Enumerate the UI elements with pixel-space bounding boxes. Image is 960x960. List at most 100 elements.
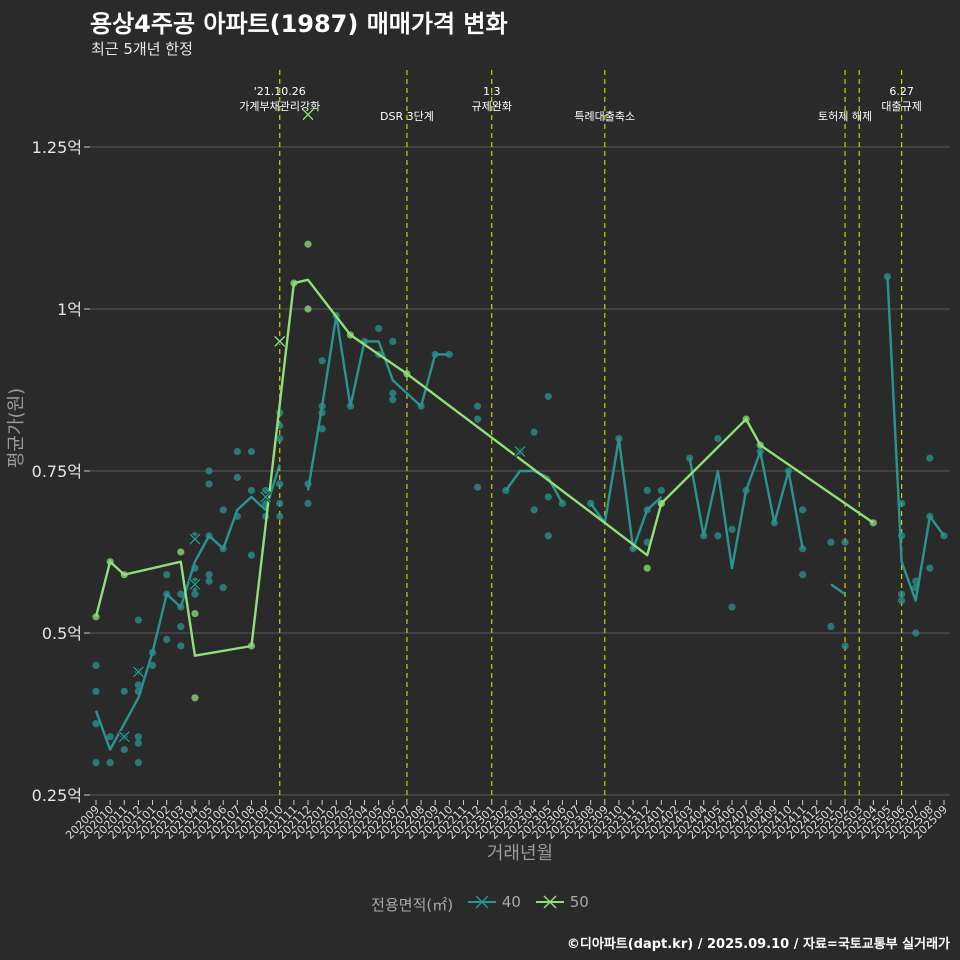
legend-title: 전용면적(㎡)	[371, 896, 454, 914]
data-point-40	[191, 590, 199, 598]
event-label: 규제완화	[471, 100, 511, 113]
data-point-40	[92, 661, 100, 670]
data-point-40	[177, 622, 185, 631]
event-label: 대출규제	[881, 100, 921, 113]
cancelled-marker-50	[301, 108, 315, 121]
data-point-40	[544, 392, 552, 401]
legend-label-40: 40	[501, 893, 521, 911]
data-point-40	[92, 759, 100, 767]
data-point-50	[191, 609, 199, 618]
data-point-40	[530, 428, 538, 436]
data-point-40	[799, 506, 807, 514]
event-label: '21.10.26	[254, 85, 306, 98]
chart-caption: ©디아파트(dapt.kr) / 2025.09.10 / 자료=국토교통부 실…	[566, 937, 950, 952]
y-axis: 0.25억 0.5억 0.75억 1억 1.25억	[32, 138, 90, 805]
data-point-40	[445, 350, 453, 358]
series-line-40	[589, 437, 663, 550]
series-line-40	[830, 583, 846, 596]
chart-subtitle: 최근 5개년 한정	[91, 40, 193, 58]
data-point-40	[799, 571, 807, 579]
legend: 전용면적(㎡) 40 50	[0, 893, 960, 915]
data-point-40	[148, 661, 157, 670]
data-point-40	[389, 389, 397, 397]
data-point-40	[657, 486, 665, 495]
cancelled-marker-50	[273, 335, 286, 348]
data-point-40	[714, 532, 722, 540]
data-point-40	[912, 629, 920, 637]
data-point-40	[375, 324, 383, 333]
data-point-40	[276, 512, 284, 520]
data-point-40	[205, 480, 213, 488]
price-chart: 0.25억 0.5억 0.75억 1억 1.25억 202009202010202011…	[6, 70, 950, 864]
data-point-40	[219, 506, 227, 514]
y-tick-label: 0.5억	[42, 624, 82, 643]
data-point-40	[276, 480, 284, 488]
event-label: 토허제 해제	[818, 109, 872, 123]
data-point-40	[530, 506, 538, 514]
y-tick-label: 1억	[57, 300, 82, 319]
x-axis-title: 거래년월	[487, 843, 553, 864]
data-point-40	[714, 435, 722, 443]
data-point-40	[841, 642, 849, 650]
data-point-50	[304, 240, 312, 248]
data-point-40	[262, 486, 270, 495]
data-point-40	[389, 396, 397, 404]
data-point-40	[177, 590, 185, 598]
y-axis-title: 평균가(원)	[6, 388, 27, 468]
gridlines	[90, 146, 950, 796]
data-point-40	[926, 454, 934, 462]
event-label: 6.27	[889, 85, 914, 98]
y-tick-label: 0.75억	[32, 462, 82, 481]
cancelled-marker-40	[188, 578, 201, 591]
data-point-40	[318, 425, 326, 433]
data-point-40	[304, 499, 312, 507]
data-point-40	[544, 493, 552, 501]
data-point-40	[898, 590, 906, 598]
legend-label-50: 50	[569, 893, 589, 911]
data-points	[92, 240, 948, 767]
data-point-50	[92, 613, 100, 621]
data-point-40	[219, 584, 227, 592]
event-label: 1.3	[483, 85, 501, 98]
series-line-40	[688, 450, 804, 570]
data-point-40	[120, 687, 128, 695]
data-point-40	[883, 273, 892, 281]
legend-item-40: 40	[467, 893, 521, 911]
data-point-40	[134, 733, 142, 741]
data-point-40	[474, 415, 482, 423]
event-label: 가계부채관리강화	[239, 100, 320, 113]
data-point-40	[389, 337, 397, 345]
data-point-40	[544, 532, 552, 540]
data-point-40	[163, 571, 171, 579]
chart-title: 용상4주공 아파트(1987) 매매가격 변화	[90, 10, 508, 38]
data-point-40	[205, 571, 213, 579]
data-point-40	[318, 357, 326, 365]
data-point-40	[134, 681, 142, 689]
data-point-40	[474, 402, 482, 410]
legend-key-50-icon	[535, 895, 564, 909]
data-point-40	[92, 687, 100, 695]
data-point-40	[898, 597, 906, 605]
cancelled-marker-40	[132, 665, 145, 678]
data-point-50	[177, 548, 185, 556]
data-point-40	[926, 564, 934, 572]
data-point-40	[92, 720, 100, 728]
data-point-40	[247, 551, 256, 559]
x-axis: 2020092020102020112020122021012021022021…	[63, 800, 950, 842]
data-point-50	[191, 694, 199, 702]
data-point-40	[827, 622, 835, 631]
data-point-40	[728, 525, 736, 533]
data-point-40	[728, 603, 736, 611]
data-point-40	[247, 447, 256, 456]
cancelled-marker-40	[188, 532, 201, 546]
data-point-40	[233, 447, 241, 456]
data-point-50	[643, 564, 651, 572]
data-point-40	[276, 499, 284, 507]
data-point-40	[276, 435, 284, 443]
data-point-40	[474, 483, 482, 491]
data-point-40	[205, 577, 213, 585]
data-point-40	[841, 538, 849, 546]
event-label: DSR 3단계	[380, 110, 434, 123]
event-label: 특례대출축소	[574, 110, 635, 123]
